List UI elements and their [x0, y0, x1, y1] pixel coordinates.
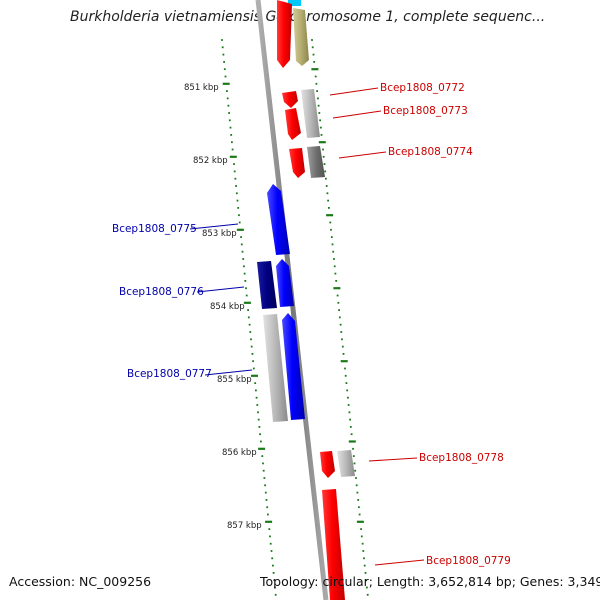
kbp-label-852: 852 kbp — [193, 156, 228, 166]
gene-arrow-red-top — [277, 0, 292, 68]
gene-label-0777[interactable]: Bcep1808_0777 — [127, 368, 212, 380]
leader-line-0777 — [204, 369, 253, 376]
gene-arrow-0776 — [276, 259, 294, 307]
gene-arrow-0774 — [289, 148, 305, 178]
gene-label-0779[interactable]: Bcep1808_0779 — [426, 555, 511, 567]
kbp-label-853: 853 kbp — [202, 229, 237, 239]
leader-line-0772 — [329, 87, 379, 96]
scale-ticks-left — [221, 39, 277, 596]
gene-label-0773[interactable]: Bcep1808_0773 — [383, 105, 468, 117]
leader-line-0776 — [196, 286, 245, 293]
gene-arrow-0777 — [282, 313, 305, 420]
gene-arrow-0773 — [285, 108, 301, 140]
cyan-feature-partial — [288, 0, 301, 6]
map-title: Burkholderia vietnamiensis G4 chromosome… — [70, 9, 546, 25]
leader-line-0774 — [338, 151, 387, 159]
kbp-label-851: 851 kbp — [184, 83, 219, 93]
gene-label-0772[interactable]: Bcep1808_0772 — [380, 82, 465, 94]
leader-line-0775 — [189, 223, 239, 230]
gene-navy-0776 — [257, 261, 277, 309]
gene-gray-0777-pair — [263, 314, 288, 422]
scale-ticks-right — [311, 39, 369, 596]
gene-gray-0773-pair — [301, 89, 320, 138]
kbp-label-854: 854 kbp — [210, 302, 245, 312]
gene-arrow-0779 — [322, 489, 345, 600]
scale-labels: 851 kbp 852 kbp 853 kbp 854 kbp 855 kbp … — [184, 83, 262, 531]
gene-label-0775[interactable]: Bcep1808_0775 — [112, 223, 197, 235]
gene-gray-0778-pair — [337, 450, 355, 477]
gene-arrow-olive-top — [293, 8, 309, 66]
accession-text: Accession: NC_009256 — [9, 574, 152, 589]
kbp-label-857: 857 kbp — [227, 521, 262, 531]
gene-label-0778[interactable]: Bcep1808_0778 — [419, 452, 504, 464]
leader-line-0779 — [374, 559, 425, 566]
gene-label-0774[interactable]: Bcep1808_0774 — [388, 146, 473, 158]
topology-text: Topology: circular; Length: 3,652,814 bp… — [260, 574, 600, 589]
gene-arrow-0778 — [320, 451, 335, 478]
gene-darkgray-0774-pair — [307, 146, 325, 178]
gene-label-0776[interactable]: Bcep1808_0776 — [119, 286, 204, 298]
gene-arrow-0775 — [267, 184, 290, 255]
kbp-label-855: 855 kbp — [217, 375, 252, 385]
kbp-label-856: 856 kbp — [222, 448, 257, 458]
leader-line-0773 — [332, 110, 382, 119]
leader-line-0778 — [368, 457, 418, 462]
gene-arrow-0772 — [282, 91, 298, 108]
